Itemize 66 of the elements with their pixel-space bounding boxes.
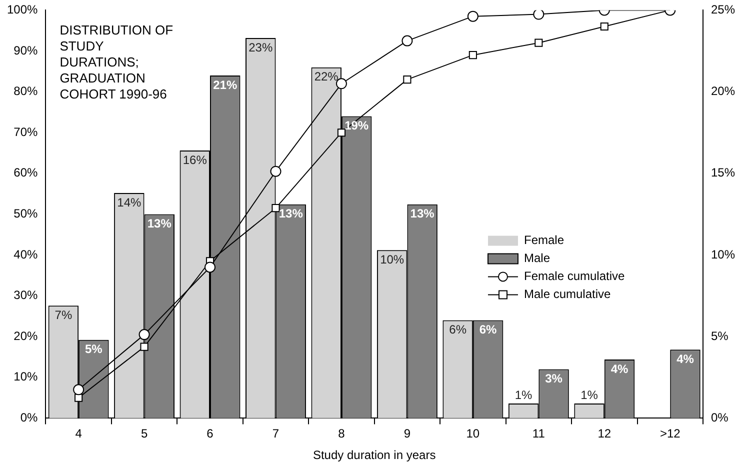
x-tick-label: 7 bbox=[272, 426, 280, 441]
data-label: 13% bbox=[278, 206, 304, 221]
point bbox=[74, 394, 83, 402]
point bbox=[140, 342, 148, 351]
text: DISTRIBUTION OF STUDY DURATIONS; GRADUATION COHORT 1990-96 bbox=[60, 22, 174, 102]
y-tick-label: 10% bbox=[14, 370, 38, 384]
data-label: 6% bbox=[449, 322, 467, 337]
point bbox=[270, 166, 282, 177]
point bbox=[337, 128, 346, 137]
data-label: 4% bbox=[676, 352, 694, 366]
point bbox=[600, 22, 608, 31]
data-label: 13% bbox=[147, 216, 172, 231]
x-tick-label: 10 bbox=[466, 426, 480, 441]
legend-label: Male bbox=[524, 251, 550, 266]
x-tick-label: 12 bbox=[598, 426, 612, 441]
data-label: 23% bbox=[248, 40, 273, 54]
data-label: 1% bbox=[580, 388, 598, 402]
data-label: 3% bbox=[545, 372, 563, 386]
data-label: 10% bbox=[380, 252, 404, 266]
y2-tick-label: 10% bbox=[710, 247, 736, 262]
y-tick-label: 40% bbox=[14, 247, 38, 262]
x-tick-label: 6 bbox=[206, 426, 214, 441]
x-tick-label: 11 bbox=[532, 426, 546, 441]
point bbox=[467, 10, 478, 22]
data-label: 7% bbox=[54, 308, 72, 322]
legend-label: Male cumulative bbox=[524, 287, 612, 302]
point bbox=[403, 76, 412, 84]
x-tick-label: >12 bbox=[660, 426, 681, 441]
x-axis-title: Study duration in years bbox=[312, 448, 436, 462]
y-tick-label: 90% bbox=[14, 43, 38, 58]
point bbox=[272, 204, 280, 212]
y-tick-label: 50% bbox=[14, 206, 38, 221]
data-label: 1% bbox=[514, 388, 533, 402]
point bbox=[204, 262, 216, 273]
y2-tick-label: 5% bbox=[710, 328, 729, 343]
point bbox=[73, 384, 84, 396]
data-label: 16% bbox=[182, 152, 208, 167]
x-tick-label: 8 bbox=[338, 426, 346, 441]
data-label: 14% bbox=[117, 195, 142, 210]
point bbox=[534, 38, 543, 47]
legend-label: Female bbox=[524, 233, 564, 248]
y2-tick-label: 0% bbox=[710, 410, 729, 425]
point bbox=[402, 35, 413, 46]
data-label: 4% bbox=[610, 362, 629, 376]
data-label: 13% bbox=[410, 206, 435, 221]
y2-tick-label: 25% bbox=[710, 2, 736, 17]
y-tick-label: 20% bbox=[14, 328, 38, 343]
legend-label: Female cumulative bbox=[524, 269, 626, 284]
data-label: 5% bbox=[85, 342, 103, 356]
point bbox=[468, 51, 477, 60]
y2-tick-label: 20% bbox=[710, 84, 736, 98]
y2-tick-label: 15% bbox=[710, 166, 736, 180]
x-tick-label: 5 bbox=[140, 426, 148, 441]
x-tick-label: 4 bbox=[75, 426, 82, 441]
point bbox=[533, 10, 544, 20]
point bbox=[138, 329, 150, 340]
y-tick-label: 100% bbox=[6, 2, 38, 17]
y-tick-label: 80% bbox=[14, 84, 38, 98]
y-tick-label: 60% bbox=[14, 166, 38, 180]
data-label: 6% bbox=[479, 322, 498, 337]
y-tick-label: 30% bbox=[14, 288, 38, 302]
data-label: 21% bbox=[213, 78, 238, 92]
y-tick-label: 70% bbox=[14, 124, 38, 139]
x-tick-label: 9 bbox=[404, 426, 411, 441]
y-tick-label: 0% bbox=[20, 410, 38, 425]
data-label: 22% bbox=[314, 70, 339, 84]
